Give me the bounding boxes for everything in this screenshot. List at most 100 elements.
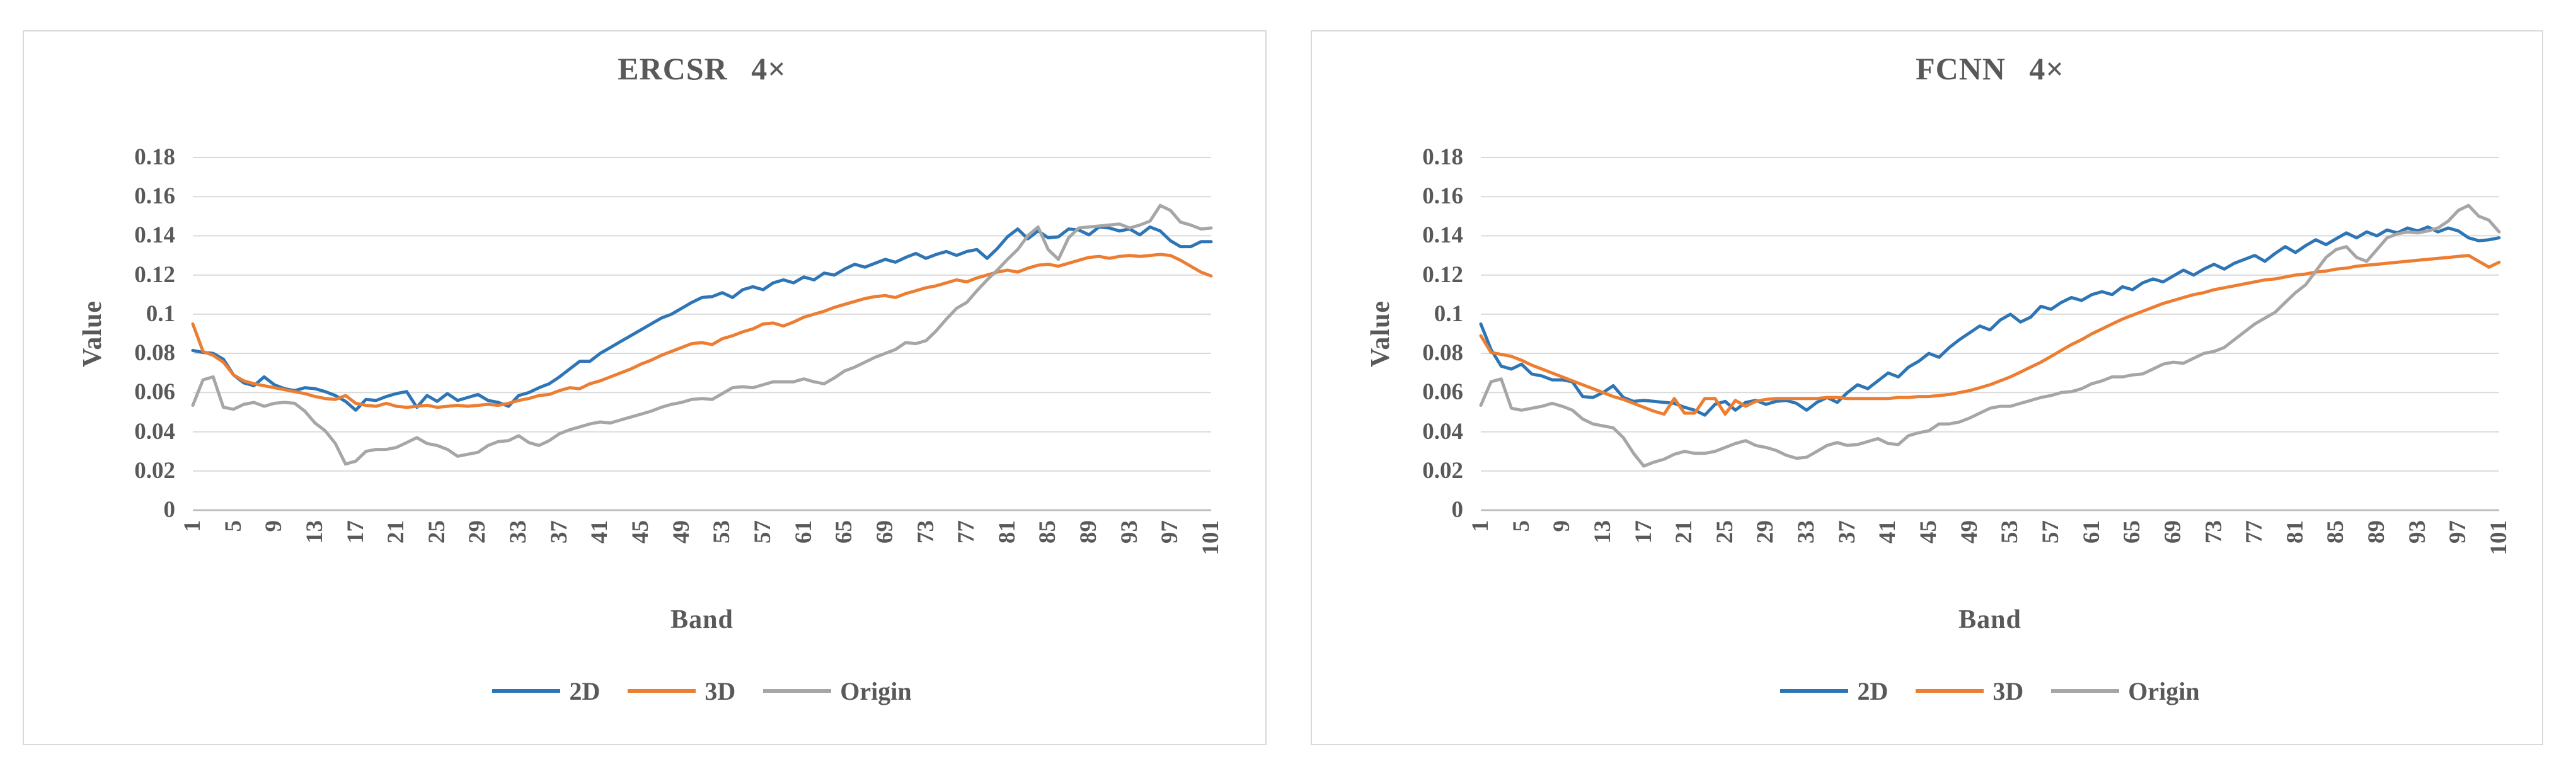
x-tick-label: 69	[871, 520, 898, 544]
line-plot	[191, 157, 1213, 511]
series-line-2d	[1479, 225, 2501, 417]
y-tick-label: 0.1	[146, 300, 175, 327]
x-tick-label: 89	[1076, 520, 1102, 544]
x-tick-label: 9	[1549, 520, 1575, 532]
legend-item-2d: 2D	[492, 676, 600, 706]
x-tick-label: 37	[1834, 520, 1860, 544]
x-tick-label: 53	[709, 520, 735, 544]
legend-line-swatch-origin	[2051, 689, 2120, 693]
x-tick-label: 93	[1116, 520, 1142, 544]
x-tick-label: 25	[423, 520, 450, 544]
x-tick-label: 65	[2119, 520, 2146, 544]
x-tick-label: 49	[1956, 520, 1982, 544]
x-tick-label: 85	[2323, 520, 2349, 544]
x-tick-label: 97	[2445, 520, 2471, 544]
legend: 2D 3D Origin	[1481, 675, 2499, 707]
x-tick-label: 77	[953, 520, 980, 544]
legend-line-swatch-2d	[492, 689, 561, 693]
x-tick-label: 57	[2037, 520, 2064, 544]
x-tick-label: 41	[587, 520, 613, 544]
x-tick-label: 77	[2241, 520, 2268, 544]
y-tick-label: 0.08	[1422, 340, 1463, 367]
x-tick-label: 81	[994, 520, 1020, 544]
y-tick-label: 0.12	[134, 261, 175, 288]
x-tick-label: 29	[464, 520, 491, 544]
x-tick-label: 65	[831, 520, 858, 544]
x-tick-label: 61	[2078, 520, 2105, 544]
x-tick-label: 73	[2200, 520, 2227, 544]
x-tick-label: 13	[1589, 520, 1616, 544]
series-line-3d	[1479, 254, 2501, 416]
x-tick-label: 9	[261, 520, 287, 532]
y-tick-label: 0	[163, 497, 176, 523]
x-tick-label: 25	[1711, 520, 1738, 544]
x-tick-label: 81	[2282, 520, 2308, 544]
y-tick-label: 0.1	[1434, 300, 1463, 327]
legend-label-origin: Origin	[840, 676, 912, 705]
x-tick-label: 21	[1671, 520, 1698, 544]
series-line-origin	[1479, 203, 2501, 468]
chart-panel-ercsr: ERCSR 4× Value 0.18 0.16 0.14 0.12 0.1 0.08 0.…	[23, 30, 1267, 745]
x-tick-label: 101	[1198, 520, 1224, 555]
x-tick-label: 13	[301, 520, 328, 544]
series-line-2d	[191, 225, 1213, 412]
y-tick-label: 0.18	[134, 144, 175, 170]
x-tick-label: 93	[2404, 520, 2430, 544]
chart-title: ERCSR 4×	[618, 51, 786, 86]
x-tick-label: 101	[2486, 520, 2512, 555]
x-axis-title: Band	[670, 605, 733, 634]
y-tick-label: 0.02	[134, 457, 175, 484]
x-tick-label: 41	[1875, 520, 1901, 544]
x-tick-label: 17	[342, 520, 369, 544]
x-tick-label: 5	[1508, 520, 1534, 532]
line-plot	[1479, 157, 2501, 511]
x-axis-title: Band	[1958, 605, 2021, 634]
legend-label-3d: 3D	[704, 676, 736, 705]
y-tick-label: 0.14	[134, 222, 175, 249]
x-tick-label: 29	[1752, 520, 1779, 544]
legend-item-origin: Origin	[763, 676, 912, 706]
y-tick-label: 0.04	[1422, 418, 1463, 445]
x-tick-label: 53	[1997, 520, 2023, 544]
x-tick-label: 33	[1793, 520, 1820, 544]
legend-line-swatch-origin	[763, 689, 832, 693]
legend-item-3d: 3D	[628, 676, 735, 706]
x-tick-label: 45	[628, 520, 654, 544]
chart-title: FCNN 4×	[1916, 51, 2064, 86]
legend-line-swatch-2d	[1780, 689, 1849, 693]
x-tick-label: 1	[180, 520, 205, 532]
x-tick-label: 73	[912, 520, 939, 544]
legend-item-3d: 3D	[1916, 676, 2023, 706]
x-tick-label: 85	[1035, 520, 1061, 544]
y-tick-label: 0.18	[1422, 144, 1463, 170]
y-tick-label: 0.12	[1422, 261, 1463, 288]
legend-label-2d: 2D	[569, 676, 601, 705]
x-tick-label: 89	[2364, 520, 2390, 544]
y-tick-label: 0.16	[134, 183, 175, 210]
x-tick-label: 17	[1630, 520, 1657, 544]
legend-label-origin: Origin	[2128, 676, 2200, 705]
y-tick-label: 0.14	[1422, 222, 1463, 249]
x-tick-label: 5	[220, 520, 246, 532]
series-line-3d	[191, 253, 1213, 409]
chart-panel-fcnn: FCNN 4× Value 0.18 0.16 0.14 0.12 0.1 0.08 0.0…	[1311, 30, 2543, 745]
legend: 2D 3D Origin	[193, 675, 1211, 707]
x-tick-label: 69	[2159, 520, 2186, 544]
legend-line-swatch-3d	[628, 689, 696, 693]
x-tick-label: 49	[668, 520, 694, 544]
x-tick-label: 97	[1157, 520, 1183, 544]
x-tick-label: 57	[749, 520, 776, 544]
legend-label-2d: 2D	[1857, 676, 1889, 705]
x-tick-label: 61	[790, 520, 817, 544]
y-tick-label: 0	[1451, 497, 1464, 523]
y-tick-label: 0.04	[134, 418, 175, 445]
y-tick-label: 0.06	[134, 379, 175, 406]
y-tick-label: 0.06	[1422, 379, 1463, 406]
y-tick-label: 0.16	[1422, 183, 1463, 210]
legend-item-origin: Origin	[2051, 676, 2200, 706]
y-tick-label: 0.08	[134, 340, 175, 367]
x-tick-label: 33	[505, 520, 532, 544]
legend-line-swatch-3d	[1916, 689, 1984, 693]
x-tick-label: 1	[1468, 520, 1493, 532]
